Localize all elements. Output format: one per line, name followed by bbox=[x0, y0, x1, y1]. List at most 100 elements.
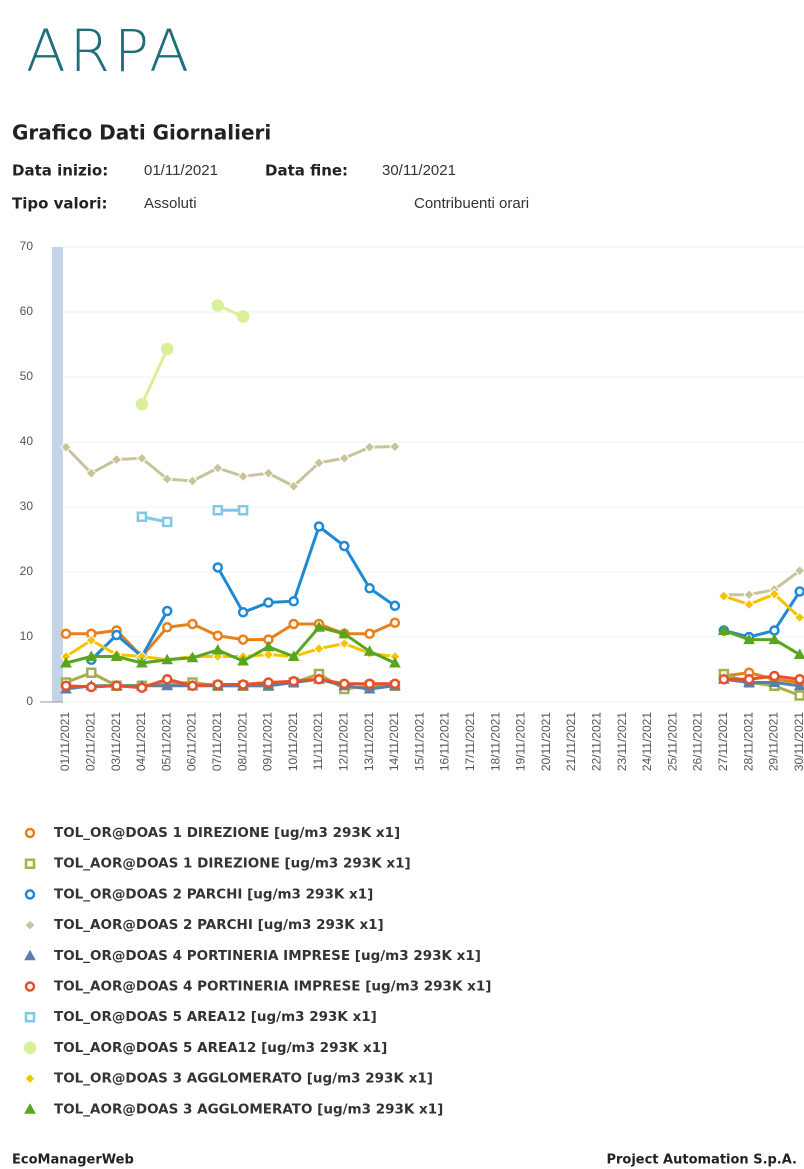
point bbox=[769, 670, 780, 682]
axis-band bbox=[52, 247, 63, 702]
point bbox=[161, 516, 173, 528]
point bbox=[743, 598, 755, 611]
y-tick-label: 50 bbox=[20, 369, 34, 383]
point bbox=[211, 299, 225, 312]
x-tick-label: 24/11/2021 bbox=[640, 712, 654, 771]
point bbox=[768, 588, 781, 600]
point bbox=[262, 640, 275, 652]
end-label: Data fine: bbox=[265, 162, 348, 180]
point bbox=[85, 634, 98, 646]
point bbox=[161, 605, 173, 617]
y-tick-label: 30 bbox=[20, 499, 34, 513]
legend-label: TOL_AOR@DOAS 2 PARCHI [ug/m3 293K x1] bbox=[54, 917, 384, 933]
series-line bbox=[65, 671, 801, 697]
point bbox=[86, 667, 97, 678]
x-tick-label: 02/11/2021 bbox=[83, 712, 97, 771]
point bbox=[313, 621, 325, 632]
legend-label: TOL_OR@DOAS 5 AREA12 [ug/m3 293K x1] bbox=[54, 1009, 377, 1025]
x-tick-label: 29/11/2021 bbox=[767, 712, 781, 771]
point bbox=[768, 633, 781, 645]
series-line bbox=[65, 625, 801, 665]
point bbox=[110, 453, 123, 466]
point bbox=[186, 651, 199, 663]
point bbox=[110, 650, 123, 661]
point bbox=[794, 586, 804, 597]
y-tick-label: 0 bbox=[26, 694, 33, 708]
series-line bbox=[140, 304, 244, 405]
point bbox=[364, 678, 375, 690]
end-value: 30/11/2021 bbox=[382, 162, 456, 179]
point bbox=[211, 643, 224, 655]
point bbox=[287, 650, 300, 661]
y-tick-label: 60 bbox=[20, 304, 34, 318]
point bbox=[768, 676, 781, 687]
x-tick-label: 09/11/2021 bbox=[261, 712, 275, 771]
point bbox=[161, 653, 174, 665]
point bbox=[136, 452, 148, 464]
logo: ARPA bbox=[26, 17, 193, 85]
point bbox=[212, 462, 224, 474]
point bbox=[313, 521, 325, 532]
x-tick-label: 01/11/2021 bbox=[58, 712, 72, 771]
series-line bbox=[66, 621, 800, 684]
start-value: 01/11/2021 bbox=[144, 162, 218, 179]
legend-marker bbox=[23, 1041, 37, 1055]
point bbox=[793, 679, 804, 691]
point bbox=[364, 583, 375, 594]
x-tick-label: 15/11/2021 bbox=[412, 712, 426, 771]
point bbox=[743, 589, 755, 601]
point bbox=[262, 648, 275, 661]
point bbox=[313, 457, 325, 469]
point bbox=[338, 627, 351, 639]
point bbox=[136, 511, 148, 522]
point bbox=[237, 470, 249, 483]
point bbox=[111, 629, 122, 641]
point bbox=[717, 624, 730, 635]
point bbox=[60, 628, 72, 639]
point bbox=[793, 564, 804, 577]
x-tick-label: 27/11/2021 bbox=[716, 712, 730, 771]
point bbox=[85, 467, 98, 479]
legend-marker bbox=[24, 1011, 36, 1023]
x-tick-label: 04/11/2021 bbox=[134, 712, 148, 771]
title: Grafico Dati Giornalieri bbox=[12, 121, 271, 145]
legend-label: TOL_AOR@DOAS 1 DIREZIONE [ug/m3 293K x1] bbox=[54, 856, 411, 872]
point bbox=[60, 656, 72, 668]
legend-label: TOL_OR@DOAS 1 DIREZIONE [ug/m3 293K x1] bbox=[54, 825, 400, 841]
start-label: Data inizio: bbox=[12, 162, 108, 180]
type-label: Tipo valori: bbox=[12, 195, 108, 213]
point bbox=[363, 441, 376, 453]
point bbox=[186, 475, 199, 487]
y-tick-label: 70 bbox=[20, 239, 34, 253]
point bbox=[161, 473, 173, 485]
x-tick-label: 03/11/2021 bbox=[109, 712, 123, 771]
point bbox=[743, 674, 755, 685]
x-tick-label: 25/11/2021 bbox=[665, 712, 679, 771]
point bbox=[262, 467, 275, 479]
point bbox=[85, 650, 98, 661]
point bbox=[794, 674, 804, 685]
point bbox=[718, 590, 730, 602]
point bbox=[236, 310, 250, 323]
x-tick-label: 17/11/2021 bbox=[463, 712, 477, 771]
point bbox=[339, 540, 350, 552]
x-tick-label: 13/11/2021 bbox=[362, 712, 376, 771]
point bbox=[187, 618, 198, 630]
point bbox=[313, 674, 325, 685]
y-tick-label: 10 bbox=[20, 629, 34, 643]
x-tick-label: 16/11/2021 bbox=[438, 712, 452, 771]
type-value: Assoluti bbox=[144, 195, 197, 212]
series-line bbox=[64, 445, 801, 597]
x-tick-label: 30/11/2021 bbox=[792, 712, 804, 771]
legend-label: TOL_AOR@DOAS 5 AREA12 [ug/m3 293K x1] bbox=[54, 1040, 387, 1056]
point bbox=[136, 656, 148, 668]
y-tick-label: 40 bbox=[20, 434, 34, 448]
point bbox=[389, 678, 401, 690]
point bbox=[263, 597, 274, 608]
legend-label: TOL_AOR@DOAS 3 AGGLOMERATO [ug/m3 293K x… bbox=[54, 1101, 443, 1117]
x-tick-label: 11/11/2021 bbox=[311, 712, 325, 771]
x-tick-label: 18/11/2021 bbox=[488, 712, 502, 771]
legend-marker bbox=[24, 1103, 36, 1114]
point bbox=[718, 674, 730, 685]
